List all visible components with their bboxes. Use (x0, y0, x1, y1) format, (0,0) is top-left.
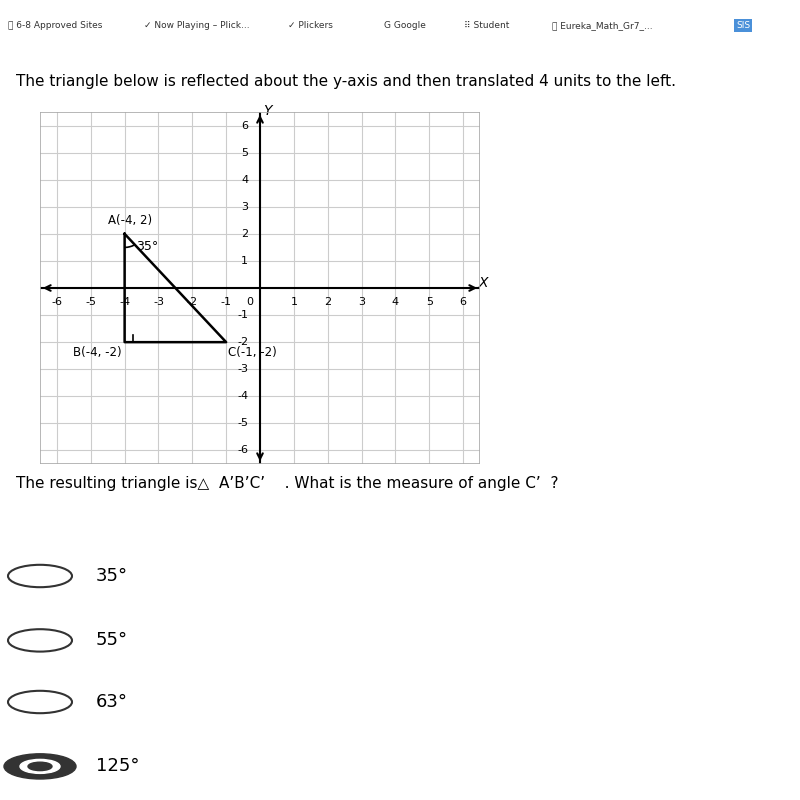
Text: -5: -5 (86, 298, 96, 307)
Text: B(-4, -2): B(-4, -2) (73, 346, 122, 359)
Text: C(-1, -2): C(-1, -2) (228, 346, 277, 359)
Text: -1: -1 (221, 298, 232, 307)
Circle shape (20, 759, 60, 774)
Text: -3: -3 (237, 364, 248, 374)
Circle shape (4, 754, 76, 779)
Text: -1: -1 (237, 310, 248, 320)
Text: X: X (478, 276, 488, 290)
Text: 35°: 35° (96, 567, 128, 585)
Text: -6: -6 (51, 298, 62, 307)
Text: 1: 1 (290, 298, 298, 307)
Text: ✓ Plickers: ✓ Plickers (288, 21, 333, 30)
Text: 1: 1 (241, 256, 248, 266)
Text: 0: 0 (246, 298, 254, 307)
Text: 2: 2 (324, 298, 331, 307)
Text: -4: -4 (237, 391, 248, 402)
Text: 3: 3 (241, 202, 248, 212)
Text: 55°: 55° (96, 631, 128, 650)
Text: The resulting triangle is△  A’B’C’    . What is the measure of angle C’  ?: The resulting triangle is△ A’B’C’ . What… (16, 477, 558, 491)
Text: -2: -2 (237, 337, 248, 347)
Text: -4: -4 (119, 298, 130, 307)
Text: 6: 6 (241, 121, 248, 130)
Text: ⠿ Student: ⠿ Student (464, 21, 510, 30)
Text: Y: Y (263, 104, 272, 118)
Text: 3: 3 (358, 298, 365, 307)
Text: -2: -2 (186, 298, 198, 307)
Text: 6: 6 (459, 298, 466, 307)
Text: 4: 4 (241, 174, 248, 185)
Text: -3: -3 (153, 298, 164, 307)
Text: 🌿 Eureka_Math_Gr7_...: 🌿 Eureka_Math_Gr7_... (552, 21, 653, 30)
Text: 2: 2 (241, 229, 248, 239)
Text: 4: 4 (392, 298, 399, 307)
Text: 35°: 35° (137, 239, 158, 253)
Text: 5: 5 (241, 148, 248, 158)
Text: -6: -6 (237, 446, 248, 455)
Text: ✓ Now Playing – Plick...: ✓ Now Playing – Plick... (144, 21, 250, 30)
Text: 125°: 125° (96, 758, 139, 775)
Text: G Google: G Google (384, 21, 426, 30)
Text: 63°: 63° (96, 693, 128, 711)
Text: 📁 6-8 Approved Sites: 📁 6-8 Approved Sites (8, 21, 102, 30)
Circle shape (28, 762, 52, 770)
Text: A(-4, 2): A(-4, 2) (108, 214, 152, 227)
Text: -5: -5 (237, 418, 248, 428)
Text: 5: 5 (426, 298, 433, 307)
Text: The triangle below is reflected about the y-axis and then translated 4 units to : The triangle below is reflected about th… (16, 74, 676, 89)
Text: SIS: SIS (736, 21, 750, 30)
